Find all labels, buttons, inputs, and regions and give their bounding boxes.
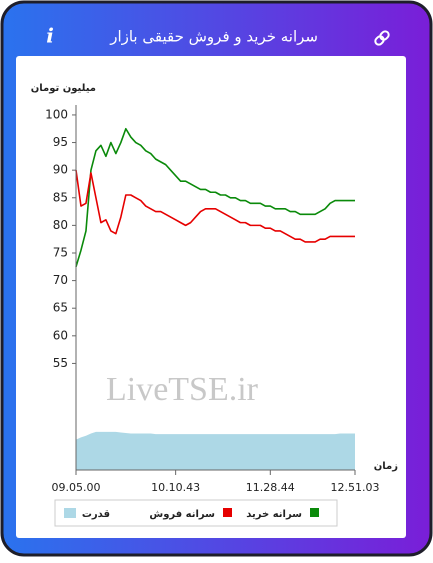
series-line: [75, 127, 355, 268]
y-tick-label: 80: [53, 218, 68, 232]
legend-box: [54, 499, 338, 527]
y-tick-label: 70: [53, 273, 68, 287]
legend-swatch: [223, 508, 232, 517]
watermark: LiveTSE.ir: [106, 371, 259, 408]
x-axis-label: زمان: [374, 461, 398, 472]
x-tick-label: 10.10.43: [151, 481, 200, 494]
y-tick-label: 85: [53, 190, 68, 204]
header-title: سرانه خرید و فروش حقیقی بازار: [109, 28, 318, 46]
x-tick-label: 09.05.00: [52, 481, 101, 494]
series-line: [75, 170, 355, 243]
legend-label: سرانه فروش: [149, 509, 215, 520]
y-axis-label: میلیون تومان: [31, 83, 96, 94]
link-icon[interactable]: [374, 30, 390, 46]
panel: [16, 56, 406, 538]
power-area: [76, 431, 355, 470]
x-tick-label: 12.51.03: [331, 481, 380, 494]
y-tick-label: 90: [53, 163, 68, 177]
y-tick-label: 60: [53, 328, 68, 342]
legend-swatch: [64, 508, 76, 518]
legend-label: قدرت: [82, 509, 110, 520]
legend-label: سرانه خرید: [246, 509, 302, 520]
chart: میلیون تومان زمان LiveTSE.ir 55 60 65 70 75 80 85…: [31, 83, 398, 527]
legend-swatch: [310, 508, 319, 517]
x-tick-label: 11.28.44: [246, 481, 295, 494]
y-tick-label: 55: [53, 356, 68, 370]
y-tick-label: 65: [53, 301, 68, 315]
y-tick-label: 75: [53, 245, 68, 259]
y-tick-label: 100: [45, 107, 68, 121]
info-icon[interactable]: i: [46, 24, 54, 48]
y-tick-label: 95: [53, 135, 68, 149]
